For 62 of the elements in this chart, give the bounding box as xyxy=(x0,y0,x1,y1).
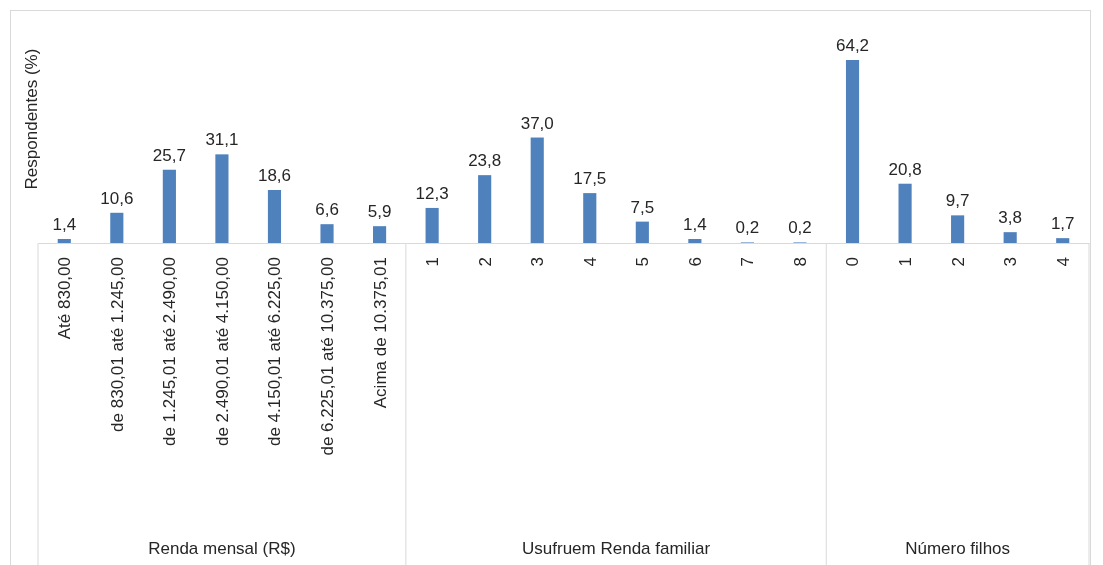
data-label: 25,7 xyxy=(152,145,186,165)
x-tick-label: de 830,01 até 1.245,00 xyxy=(107,257,127,432)
bar xyxy=(478,175,492,243)
data-label: 10,6 xyxy=(100,188,134,208)
data-label: 5,9 xyxy=(367,202,392,222)
data-label: 18,6 xyxy=(257,165,292,185)
bar xyxy=(583,193,597,243)
x-tick-label: de 1.245,01 até 2.490,00 xyxy=(160,257,180,447)
x-tick-label: de 6.225,01 até 10.375,00 xyxy=(317,257,337,456)
x-tick-label: de 2.490,01 até 4.150,00 xyxy=(212,257,232,447)
x-tick-label: Acima de 10.375,01 xyxy=(370,257,390,409)
bar xyxy=(845,60,860,243)
data-label: 37,0 xyxy=(520,113,554,133)
x-tick-label: 5 xyxy=(633,257,653,267)
data-label: 23,8 xyxy=(468,151,502,171)
x-tick-label: 1 xyxy=(896,257,916,267)
bar xyxy=(320,224,334,243)
data-label: 0,2 xyxy=(735,218,760,238)
bar xyxy=(215,154,229,243)
data-label: 20,8 xyxy=(888,159,922,179)
bar xyxy=(688,239,702,243)
bar xyxy=(57,239,71,243)
data-label: 6,6 xyxy=(315,200,339,220)
bar xyxy=(373,226,387,243)
bar xyxy=(1003,232,1017,243)
bar xyxy=(951,215,965,243)
data-label: 1,7 xyxy=(1050,214,1075,234)
x-tick-label: 4 xyxy=(580,257,600,267)
data-label: 1,4 xyxy=(683,215,707,235)
bar xyxy=(1056,238,1070,243)
data-label: 1,4 xyxy=(52,215,77,235)
y-axis-title: Respondentes (%) xyxy=(22,48,41,190)
x-tick-label: Até 830,00 xyxy=(55,257,75,340)
bar xyxy=(162,169,176,243)
bar xyxy=(635,221,649,243)
data-label: 17,5 xyxy=(573,169,607,189)
x-tick-label: 0 xyxy=(843,257,863,267)
x-tick-label: 3 xyxy=(1001,257,1021,267)
data-label: 12,3 xyxy=(415,183,449,203)
bar xyxy=(110,212,124,243)
bar xyxy=(267,189,282,243)
data-label: 64,2 xyxy=(835,36,870,55)
data-label: 9,7 xyxy=(945,191,970,211)
x-tick-label: 6 xyxy=(685,257,705,267)
data-label: 7,5 xyxy=(630,197,655,217)
bar xyxy=(425,207,439,243)
x-tick-label: 2 xyxy=(475,257,495,267)
data-label: 31,1 xyxy=(205,130,239,150)
x-axis-title: Número filhos xyxy=(905,539,1011,558)
bar xyxy=(898,183,912,243)
x-tick-label: 2 xyxy=(948,257,968,267)
data-label: 0,2 xyxy=(788,218,812,238)
x-axis-title: Renda mensal (R$) xyxy=(148,539,296,558)
x-tick-label: de 4.150,01 até 6.225,00 xyxy=(265,257,285,447)
x-tick-label: 7 xyxy=(738,257,758,267)
bar xyxy=(530,137,544,243)
data-label: 3,8 xyxy=(998,208,1022,228)
x-tick-label: 8 xyxy=(790,257,810,267)
x-tick-label: 4 xyxy=(1053,257,1073,267)
x-tick-label: 3 xyxy=(528,257,548,267)
x-axis-title: Usufruem Renda familiar xyxy=(522,539,711,558)
x-tick-label: 1 xyxy=(423,257,443,267)
